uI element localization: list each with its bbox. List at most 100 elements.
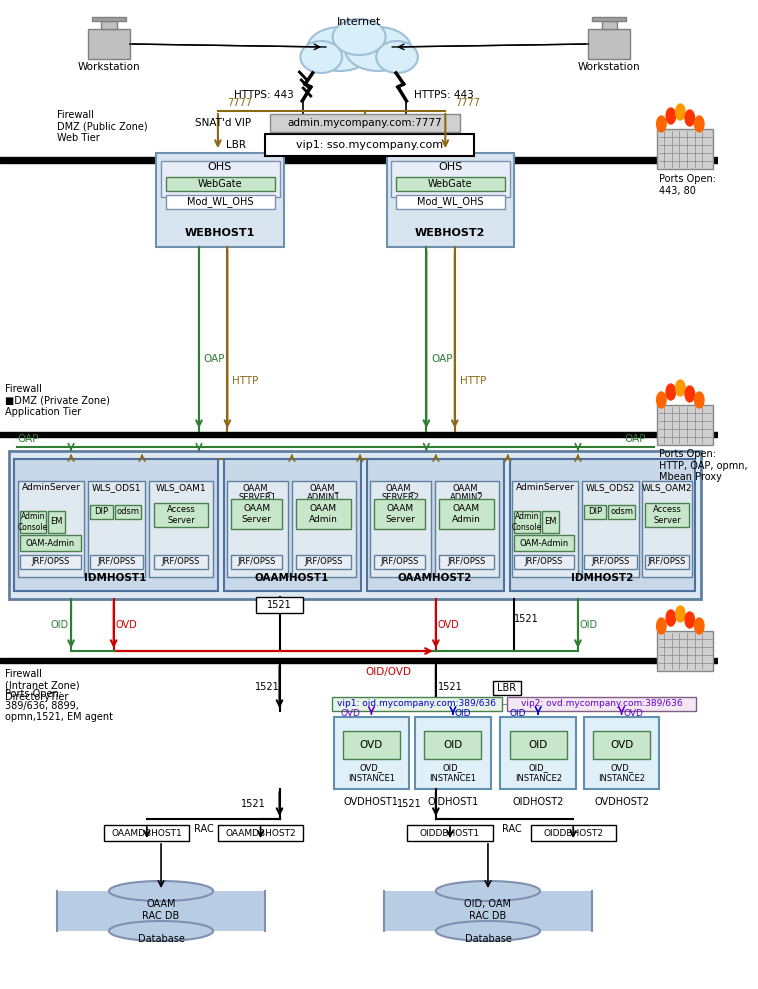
Bar — [14, 459, 218, 591]
Ellipse shape — [675, 606, 685, 622]
Text: OAAM_
SERVER2: OAAM_ SERVER2 — [382, 483, 420, 502]
Text: OAP: OAP — [17, 434, 39, 444]
Text: RAC: RAC — [502, 824, 522, 834]
Text: Access
Server: Access Server — [167, 505, 196, 525]
Bar — [88, 29, 130, 59]
Text: Firewall
■DMZ (Private Zone)
Application Tier: Firewall ■DMZ (Private Zone) Application… — [5, 384, 110, 417]
Text: odsm: odsm — [117, 507, 139, 516]
Bar — [161, 161, 280, 197]
Text: 1521: 1521 — [255, 682, 280, 692]
Text: JRF/OPSS: JRF/OPSS — [381, 558, 419, 567]
Bar — [513, 535, 574, 551]
Text: Firewall
DMZ (Public Zone)
Web Tier: Firewall DMZ (Public Zone) Web Tier — [57, 110, 148, 143]
Bar — [584, 555, 637, 569]
Bar — [435, 481, 500, 577]
Bar — [656, 405, 713, 445]
Text: Workstation: Workstation — [77, 62, 140, 72]
Bar — [374, 555, 425, 569]
Bar — [512, 481, 578, 577]
Text: EM: EM — [51, 517, 63, 526]
Bar — [424, 731, 481, 759]
Ellipse shape — [675, 380, 685, 396]
Bar — [231, 499, 282, 529]
Ellipse shape — [656, 618, 666, 634]
Text: JRF/OPSS: JRF/OPSS — [525, 558, 563, 567]
Text: OID_
INSTANCE1: OID_ INSTANCE1 — [429, 764, 476, 783]
Text: OAAMHOST2: OAAMHOST2 — [398, 573, 472, 583]
Ellipse shape — [300, 41, 342, 73]
Bar — [407, 825, 493, 841]
Text: OVD: OVD — [340, 709, 360, 718]
Text: WLS_OAM2: WLS_OAM2 — [642, 483, 692, 492]
Text: OID: OID — [528, 740, 548, 750]
Bar — [656, 631, 713, 671]
Ellipse shape — [436, 881, 540, 901]
Text: JRF/OPSS: JRF/OPSS — [648, 558, 686, 567]
Bar — [166, 177, 274, 191]
Text: SNAT'd VIP: SNAT'd VIP — [195, 118, 251, 128]
Bar — [608, 505, 634, 519]
Bar — [296, 499, 350, 529]
Text: OID: OID — [509, 709, 526, 718]
Text: OAP: OAP — [431, 354, 453, 364]
Text: OVD_
INSTANCE2: OVD_ INSTANCE2 — [598, 764, 645, 783]
Text: DIP: DIP — [94, 507, 108, 516]
Bar — [20, 555, 80, 569]
Bar — [92, 17, 126, 21]
Bar — [166, 195, 274, 209]
Text: OVDHOST2: OVDHOST2 — [594, 797, 649, 807]
Bar — [231, 555, 282, 569]
Bar — [602, 21, 617, 29]
Text: Workstation: Workstation — [578, 62, 641, 72]
Ellipse shape — [694, 116, 704, 132]
Bar — [18, 481, 84, 577]
Bar — [584, 505, 606, 519]
Text: Admin
Console: Admin Console — [512, 512, 542, 532]
Bar — [592, 17, 626, 21]
Text: OID_
INSTANCE2: OID_ INSTANCE2 — [515, 764, 562, 783]
Ellipse shape — [345, 27, 411, 71]
Text: Ports Open:
389/636, 8899,
opmn,1521, EM agent: Ports Open: 389/636, 8899, opmn,1521, EM… — [5, 689, 113, 722]
Text: OAAMDBHOST2: OAAMDBHOST2 — [225, 829, 296, 838]
Bar — [114, 505, 141, 519]
Bar — [20, 535, 80, 551]
Bar — [387, 153, 515, 247]
Text: JRF/OPSS: JRF/OPSS — [304, 558, 343, 567]
Bar — [384, 891, 592, 931]
Ellipse shape — [694, 392, 704, 408]
Text: OAM-Admin: OAM-Admin — [519, 538, 568, 548]
Ellipse shape — [666, 610, 675, 626]
Bar — [20, 511, 46, 533]
Text: Admin
Console: Admin Console — [18, 512, 49, 532]
Text: JRF/OPSS: JRF/OPSS — [237, 558, 276, 567]
Bar — [343, 731, 399, 759]
Bar — [507, 697, 697, 711]
Bar — [391, 161, 509, 197]
Text: OVD: OVD — [360, 740, 383, 750]
Text: Firewall
(Intranet Zone)
DirectoryTier: Firewall (Intranet Zone) DirectoryTier — [5, 669, 80, 702]
Text: JRF/OPSS: JRF/OPSS — [447, 558, 485, 567]
Text: 1521: 1521 — [240, 799, 265, 809]
Bar — [90, 505, 113, 519]
Text: OID: OID — [443, 740, 462, 750]
Bar — [656, 129, 713, 169]
Text: OIDDBHOST1: OIDDBHOST1 — [420, 829, 480, 838]
Ellipse shape — [656, 392, 666, 408]
Text: LBR: LBR — [497, 683, 516, 693]
Text: JRF/OPSS: JRF/OPSS — [591, 558, 629, 567]
Text: OAP: OAP — [625, 434, 646, 444]
Text: 7777: 7777 — [455, 98, 480, 108]
Text: HTTP: HTTP — [232, 376, 258, 386]
Ellipse shape — [666, 108, 675, 124]
Text: WEBHOST1: WEBHOST1 — [185, 228, 255, 238]
Text: OID: OID — [455, 709, 471, 718]
Bar — [513, 555, 574, 569]
Text: admin.mycompany.com:7777: admin.mycompany.com:7777 — [287, 118, 442, 128]
Bar — [396, 195, 505, 209]
Text: OID: OID — [50, 620, 68, 630]
Text: IDMHOST2: IDMHOST2 — [572, 573, 634, 583]
Bar — [292, 481, 356, 577]
Text: OAAM
Server: OAAM Server — [242, 504, 271, 524]
Text: HTTP: HTTP — [459, 376, 486, 386]
Bar — [102, 21, 117, 29]
